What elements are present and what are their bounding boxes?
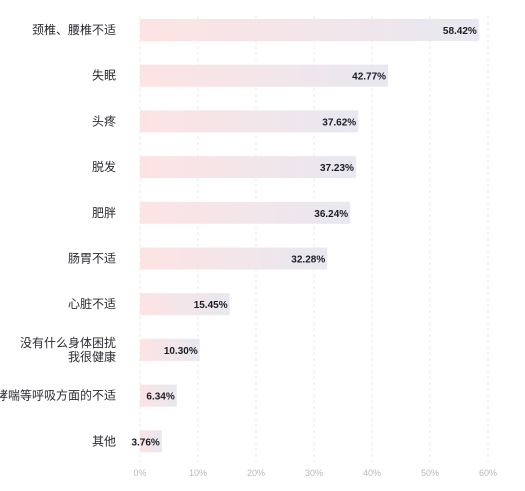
value-label: 10.30% (164, 346, 198, 357)
category-label: 肠胃不适 (68, 252, 116, 266)
value-label: 37.23% (320, 163, 354, 174)
value-label: 36.24% (314, 209, 348, 220)
bar (140, 110, 359, 133)
category-label: 心脏不适 (68, 296, 116, 311)
bar (140, 156, 356, 179)
x-tick-label: 50% (421, 468, 439, 478)
category-label: 哮喘等呼吸方面的不适 (0, 388, 116, 403)
bar (140, 338, 200, 361)
category-label: 脱发 (92, 159, 116, 174)
category-labels: 颈椎、腰椎不适失眠头疼脱发肥胖肠胃不适心脏不适没有什么身体困扰我很健康哮喘等呼吸… (0, 22, 116, 448)
x-tick-label: 60% (479, 468, 497, 478)
value-label: 42.77% (352, 72, 386, 83)
value-label: 3.76% (131, 437, 159, 448)
bar (140, 293, 230, 316)
value-label: 6.34% (146, 392, 174, 403)
bar (140, 384, 177, 407)
bar (140, 64, 389, 87)
value-label: 15.45% (194, 300, 228, 311)
value-labels: 58.42% 42.77% 37.62% 37.23% 36.24% 32.28% 15.4… (131, 26, 476, 448)
category-label: 其他 (92, 434, 116, 448)
value-label: 37.62% (322, 117, 356, 128)
x-tick-label: 30% (305, 468, 323, 478)
x-tick-label: 0% (133, 468, 146, 478)
grid-lines (139, 16, 489, 462)
category-label: 肥胖 (92, 206, 116, 220)
category-label: 头疼 (92, 113, 116, 128)
bar (140, 19, 479, 41)
x-tick-label: 10% (189, 468, 207, 478)
bar (140, 430, 162, 453)
bar (140, 201, 351, 224)
category-label: 失眠 (92, 68, 116, 83)
bar (140, 247, 328, 270)
category-label: 颈椎、腰椎不适 (32, 22, 116, 37)
value-label: 32.28% (291, 255, 325, 266)
x-axis-ticks: 0% 10% 20% 30% 40% 50% 60% (133, 468, 497, 478)
x-tick-label: 40% (363, 468, 381, 478)
category-label: 没有什么身体困扰我很健康 (20, 335, 116, 364)
value-label: 58.42% (443, 26, 477, 37)
bars (140, 19, 479, 453)
x-tick-label: 20% (247, 468, 265, 478)
